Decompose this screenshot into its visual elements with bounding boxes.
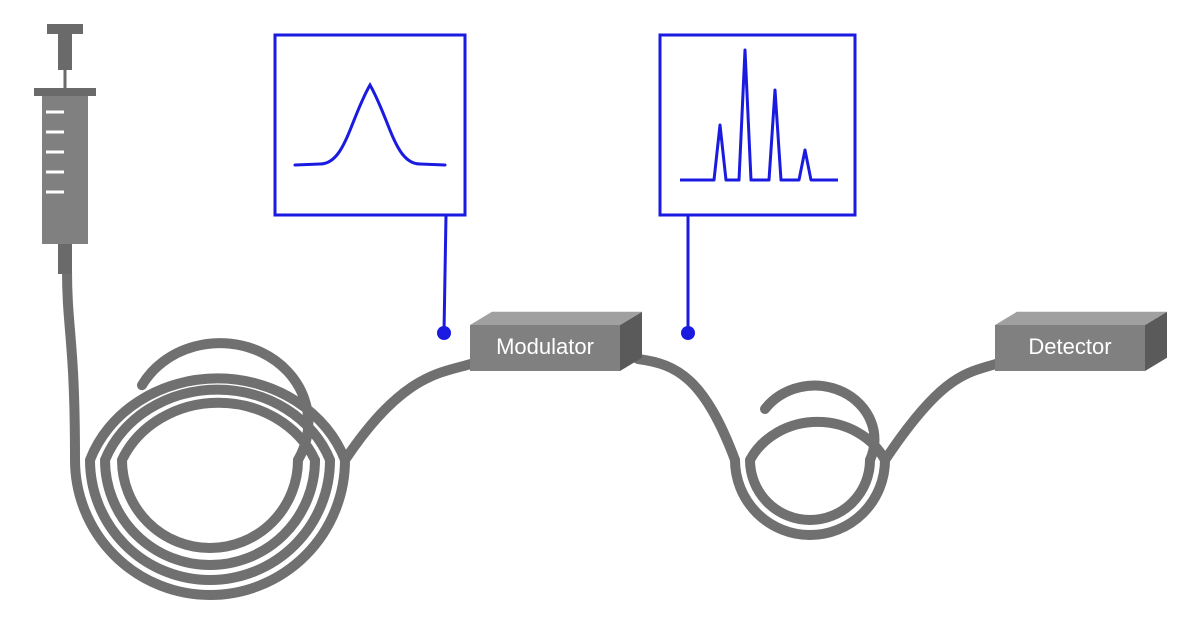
modulator: Modulator <box>470 312 642 371</box>
callout-post-modulation <box>660 35 855 340</box>
column1-coil <box>75 343 345 595</box>
callout-pre-modulation <box>275 35 465 340</box>
column2-outlet-tube <box>885 363 999 460</box>
column1-outlet-tube <box>345 363 474 460</box>
detector: Detector <box>995 312 1167 371</box>
syringe-icon <box>34 24 96 274</box>
detector-label: Detector <box>1028 334 1111 359</box>
modulator-label: Modulator <box>496 334 594 359</box>
column2-coil <box>735 386 885 535</box>
gcxgc-schematic: Modulator Detector <box>0 0 1200 630</box>
column1-inlet-tube <box>67 270 75 460</box>
column2-inlet-tube <box>638 359 735 460</box>
